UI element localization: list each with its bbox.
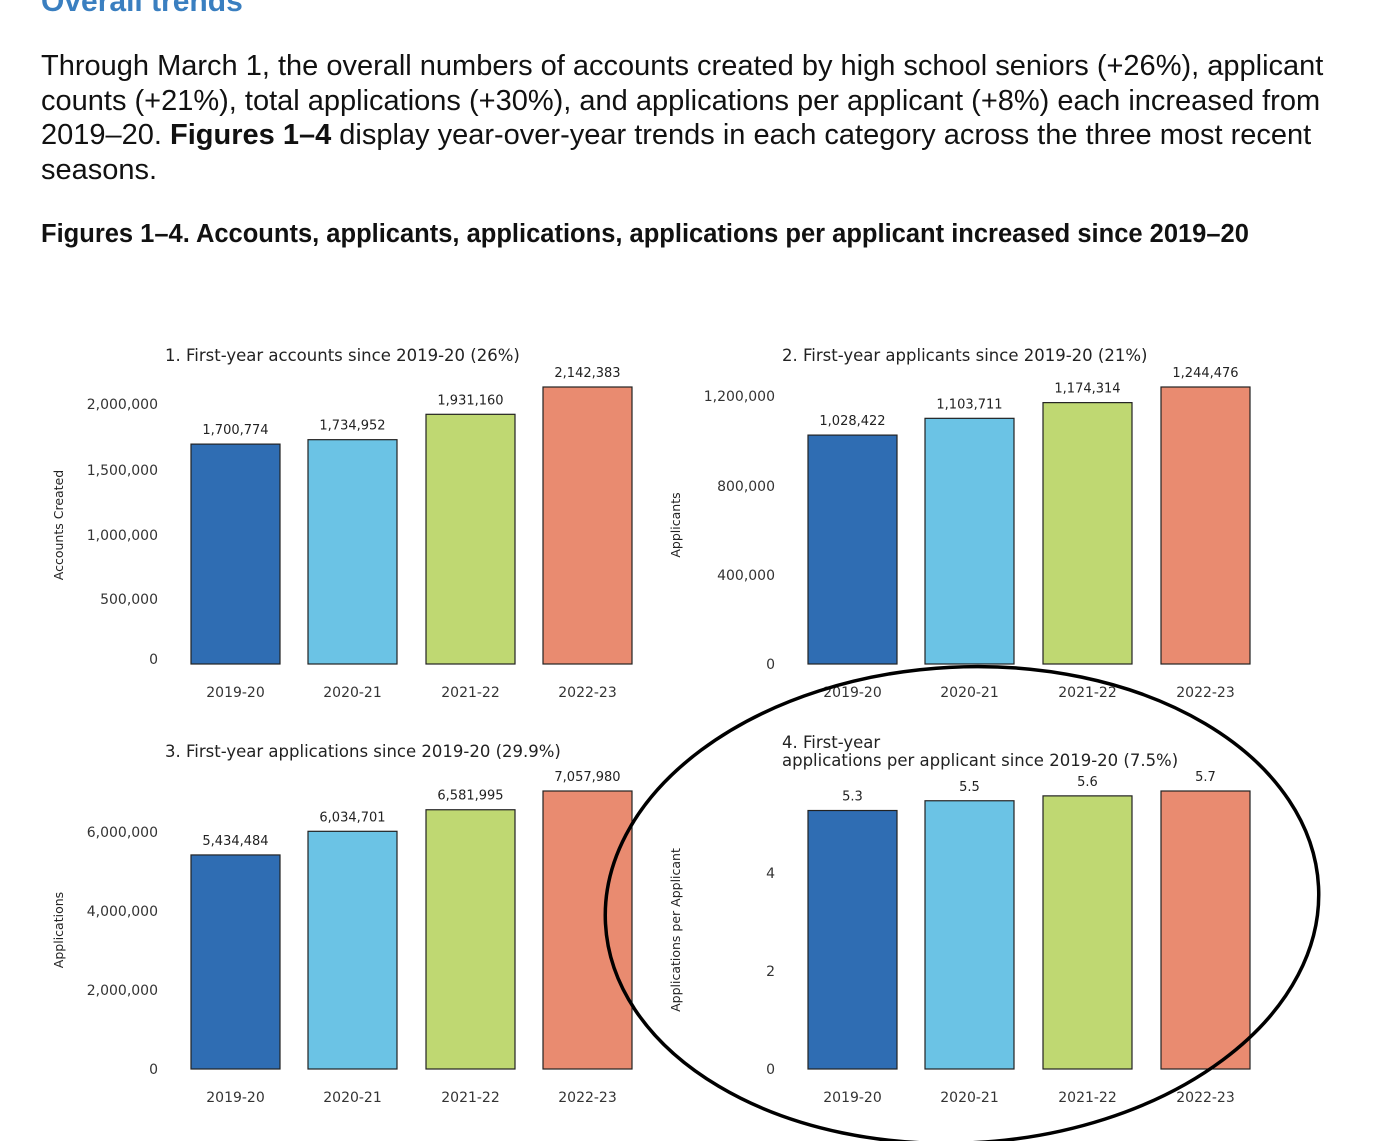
chart-3: 3. First-year applications since 2019-20… [51,742,633,1106]
chart-2-value-label: 1,174,314 [1054,382,1120,397]
chart-2-value-label: 1,103,711 [936,397,1002,412]
chart-1-category-label: 2022-23 [558,685,617,701]
section-heading: Overall trends [41,0,243,18]
chart-2-category-label: 2019-20 [823,685,882,701]
chart-4-ytick: 2 [766,964,775,980]
chart-3-ytick: 0 [149,1062,158,1078]
chart-2-ytick: 1,200,000 [704,389,775,405]
chart-3-ytick: 2,000,000 [87,983,158,999]
chart-4-bar [1042,795,1133,1070]
chart-3-value-label: 6,034,701 [319,810,385,825]
chart-1-ytick: 500,000 [100,592,158,608]
chart-1-bar [190,443,281,665]
chart-1-category-label: 2021-22 [441,685,500,701]
chart-1-value-label: 2,142,383 [554,366,620,381]
chart-1-value-label: 1,734,952 [319,419,385,434]
chart-4-bar [924,800,1015,1070]
chart-2-ylabel: Applicants [668,492,683,557]
chart-2-category-label: 2021-22 [1058,685,1117,701]
chart-3-bar [425,809,516,1070]
chart-2-title: 2. First-year applicants since 2019-20 (… [782,346,1147,365]
chart-3-category-label: 2020-21 [323,1090,382,1106]
chart-3-value-label: 5,434,484 [202,834,268,849]
chart-4-value-label: 5.7 [1195,770,1216,785]
chart-2-bar [1042,402,1133,665]
chart-2-value-label: 1,244,476 [1172,366,1238,381]
annotation-ellipse [603,664,1321,1141]
chart-3-value-label: 7,057,980 [554,770,620,785]
chart-4-ytick: 4 [766,866,775,882]
chart-4-category-label: 2019-20 [823,1090,882,1106]
chart-1-category-label: 2019-20 [206,685,265,701]
chart-4-title: applications per applicant since 2019-20… [782,751,1178,770]
chart-4-bar [807,809,898,1070]
chart-2-ytick: 0 [766,657,775,673]
chart-3-title: 3. First-year applications since 2019-20… [165,742,561,761]
chart-1-ytick: 1,500,000 [87,463,158,479]
chart-2-bar [924,417,1015,665]
intro-paragraph: Through March 1, the overall numbers of … [41,49,1341,187]
chart-4-bar [1160,790,1251,1070]
chart-2-ytick: 400,000 [717,568,775,584]
intro-figures-ref: Figures 1–4 [170,119,332,151]
chart-2-category-label: 2022-23 [1176,685,1235,701]
chart-1-ytick: 2,000,000 [87,397,158,413]
chart-1-ytick: 0 [149,652,158,668]
chart-4-category-label: 2021-22 [1058,1090,1117,1106]
chart-3-bar [307,830,398,1070]
chart-2-bar [1160,386,1251,665]
chart-2: 2. First-year applicants since 2019-20 (… [668,346,1251,701]
chart-4-ylabel: Applications per Applicant [668,848,683,1012]
chart-4-category-label: 2020-21 [940,1090,999,1106]
chart-2-category-label: 2020-21 [940,685,999,701]
chart-3-bar [542,790,633,1070]
chart-3-ytick: 6,000,000 [87,825,158,841]
chart-2-value-label: 1,028,422 [819,414,885,429]
chart-3-bar [190,854,281,1070]
chart-1-ytick: 1,000,000 [87,528,158,544]
chart-2-ytick: 800,000 [717,479,775,495]
chart-1-bar [542,386,633,665]
chart-1: 1. First-year accounts since 2019-20 (26… [51,346,633,701]
chart-3-category-label: 2019-20 [206,1090,265,1106]
figures-title: Figures 1–4. Accounts, applicants, appli… [41,220,1249,248]
chart-1-value-label: 1,931,160 [437,393,503,408]
chart-4-title: 4. First-year [782,733,880,752]
chart-3-value-label: 6,581,995 [437,789,503,804]
chart-3-category-label: 2021-22 [441,1090,500,1106]
chart-3-ytick: 4,000,000 [87,904,158,920]
chart-4-ytick: 0 [766,1062,775,1078]
chart-3-ylabel: Applications [51,892,66,968]
chart-4-value-label: 5.5 [959,780,980,795]
chart-1-title: 1. First-year accounts since 2019-20 (26… [165,346,520,365]
chart-4-category-label: 2022-23 [1176,1090,1235,1106]
chart-4-value-label: 5.3 [842,790,863,805]
intro-text-2: display year-over-year trends in each ca… [41,119,1312,186]
chart-1-value-label: 1,700,774 [202,423,268,438]
chart-1-bar [307,439,398,665]
chart-3-category-label: 2022-23 [558,1090,617,1106]
chart-1-ylabel: Accounts Created [51,470,66,580]
chart-2-bar [807,434,898,665]
chart-4-value-label: 5.6 [1077,775,1098,790]
chart-1-bar [425,413,516,665]
intro-text-1: Through March 1, the overall numbers of … [41,50,1324,151]
chart-1-category-label: 2020-21 [323,685,382,701]
